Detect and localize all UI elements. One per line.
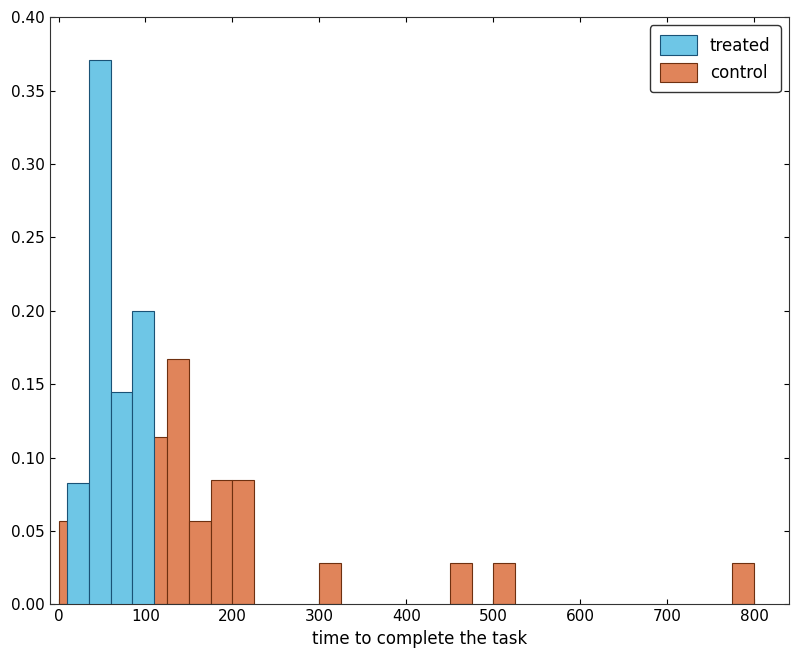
X-axis label: time to complete the task: time to complete the task (312, 630, 527, 648)
Bar (450, 563, 471, 604)
Legend: treated, control: treated, control (650, 26, 781, 92)
Bar (58, 521, 80, 604)
Bar (67, 482, 89, 604)
Bar (80, 484, 102, 604)
Bar (167, 359, 189, 604)
Bar (146, 437, 167, 604)
Bar (494, 563, 515, 604)
Bar (102, 395, 124, 604)
Bar (210, 480, 233, 604)
Bar (89, 60, 110, 604)
Bar (189, 521, 210, 604)
Bar (133, 311, 154, 604)
Bar (124, 395, 146, 604)
Bar (233, 480, 254, 604)
Bar (110, 391, 133, 604)
Bar (319, 563, 341, 604)
Bar (732, 563, 754, 604)
